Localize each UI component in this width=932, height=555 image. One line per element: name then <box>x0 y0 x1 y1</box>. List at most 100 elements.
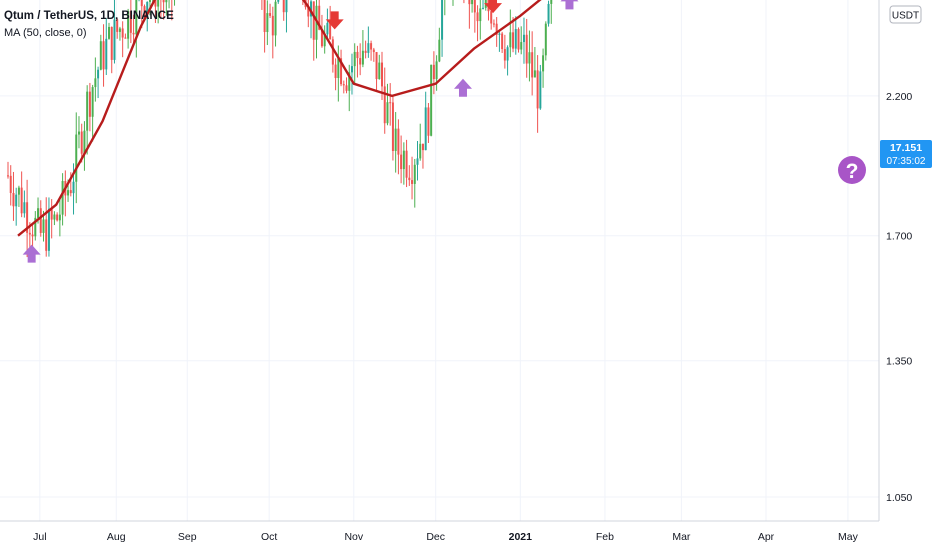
candle-body <box>263 0 266 33</box>
candle-body <box>337 58 340 79</box>
currency-button[interactable]: USDT <box>889 5 922 24</box>
candle-body <box>15 194 18 207</box>
candle-body <box>77 131 80 135</box>
candle-body <box>61 181 64 215</box>
candle-body <box>7 175 9 177</box>
candle-body <box>116 19 119 32</box>
candle-body <box>348 72 351 91</box>
candle-body <box>58 214 61 221</box>
currency-button-label[interactable]: USDT <box>892 11 919 22</box>
candle-body <box>421 143 424 151</box>
candle-body <box>435 61 438 80</box>
candle-body <box>140 0 143 7</box>
candle-body <box>26 202 29 233</box>
candle-body <box>509 32 512 48</box>
candle-body <box>350 66 353 73</box>
candle-body <box>110 26 113 60</box>
candle-body <box>146 1 149 17</box>
candle-body <box>9 175 12 193</box>
candle-body <box>438 39 441 62</box>
candle-body <box>512 32 515 49</box>
candle-body <box>269 13 272 16</box>
currency-button-bg[interactable] <box>889 5 922 24</box>
candle-body <box>522 34 525 43</box>
candle-body <box>432 64 435 80</box>
candle-body <box>132 32 135 35</box>
price-tick-label: 1.350 <box>886 356 912 368</box>
candle-body <box>490 11 493 24</box>
candle-body <box>69 190 72 194</box>
candle-body <box>102 41 105 70</box>
candle-body <box>427 107 430 136</box>
last-price-bg <box>880 140 932 168</box>
candle-body <box>80 131 83 154</box>
candle-body <box>378 62 381 80</box>
candle-body <box>274 1 277 36</box>
candle-body <box>72 181 75 194</box>
candle-body <box>157 0 160 7</box>
candle-body <box>67 190 70 196</box>
candle-body <box>334 64 337 79</box>
candle-body <box>340 58 343 85</box>
candle-body <box>91 87 94 117</box>
down-arrow-icon <box>325 11 344 30</box>
candle-body <box>501 33 504 50</box>
candle-body <box>154 0 157 7</box>
time-tick-label: Sep <box>178 531 197 543</box>
candle-body <box>353 51 356 67</box>
candle-body <box>143 6 146 17</box>
candle-body <box>94 78 97 88</box>
candle-body <box>135 0 138 35</box>
candle-body <box>492 23 495 25</box>
candle-body <box>17 187 20 195</box>
candle-body <box>364 50 367 53</box>
candle-body <box>271 15 274 36</box>
candle-body <box>542 55 545 72</box>
candle-body <box>323 34 326 47</box>
candle-body <box>430 64 433 136</box>
candle-body <box>28 232 31 235</box>
last-price-value: 17.151 <box>890 142 922 154</box>
candle-body <box>419 143 422 159</box>
candle-body <box>326 22 329 35</box>
time-tick-label: Feb <box>596 531 614 543</box>
candle-body <box>413 164 416 184</box>
countdown-value: 07:35:02 <box>887 156 926 167</box>
price-axis-ticks: 1.0501.3501.7002.2003.0004.0005.5007.000… <box>886 91 912 504</box>
candle-body <box>12 192 15 207</box>
grid <box>0 0 879 521</box>
candle-body <box>329 22 332 40</box>
candle-body <box>88 91 91 117</box>
candle-body <box>405 150 408 178</box>
question-circle <box>838 156 866 184</box>
candle-body <box>416 158 419 165</box>
candle-body <box>105 38 108 70</box>
up-arrow-icon <box>22 244 41 263</box>
candle-body <box>397 128 400 155</box>
last-price-label: 17.151 07:35:02 <box>880 140 932 168</box>
candle-body <box>282 0 285 13</box>
price-tick-label: 1.700 <box>886 231 912 243</box>
signal-arrows <box>22 0 579 263</box>
candles <box>7 0 553 259</box>
time-tick-label: Apr <box>758 531 775 543</box>
time-tick-label: Aug <box>107 531 126 543</box>
candle-body <box>506 47 509 61</box>
time-tick-label: Dec <box>426 531 445 543</box>
candle-body <box>400 154 403 170</box>
time-axis-ticks: Jul Aug Sep Oct Nov Dec 2021 Feb Mar Apr May <box>33 531 858 543</box>
candle-body <box>495 23 498 35</box>
up-arrow-icon <box>453 78 472 97</box>
candle-body <box>129 10 132 33</box>
candle-body <box>312 1 315 40</box>
candle-body <box>342 84 345 86</box>
candle-body <box>471 0 474 5</box>
candle-body <box>83 130 86 154</box>
question-badge: ? <box>838 156 866 184</box>
candle-body <box>394 128 397 151</box>
question-mark: ? <box>846 160 859 183</box>
candle-body <box>482 7 485 9</box>
candle-body <box>424 107 427 151</box>
